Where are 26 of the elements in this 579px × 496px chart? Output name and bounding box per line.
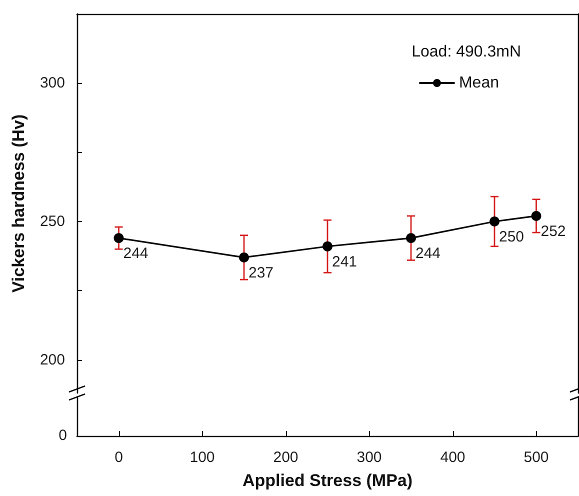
y-tick-label: 250 bbox=[40, 212, 65, 230]
point bbox=[239, 252, 249, 262]
legend-title: Load: 490.3mN bbox=[412, 44, 521, 60]
y-tick-label: 300 bbox=[40, 74, 65, 92]
x-tick-label: 100 bbox=[190, 449, 215, 466]
data-label: 244 bbox=[123, 245, 148, 262]
data-label: 250 bbox=[498, 228, 524, 246]
x-tick-label: 300 bbox=[356, 449, 382, 466]
point bbox=[490, 216, 500, 226]
point bbox=[322, 241, 332, 252]
data-label: 252 bbox=[540, 222, 566, 240]
x-tick-label: 0 bbox=[114, 449, 123, 466]
text: 0 bbox=[58, 427, 67, 444]
y-axis-title: Vickers hardness (Hv) bbox=[9, 114, 28, 293]
x-tick-label: 500 bbox=[524, 449, 549, 466]
legend-label: Mean bbox=[458, 74, 500, 92]
x-tick-label: 200 bbox=[273, 449, 298, 466]
data-label: 241 bbox=[332, 253, 358, 270]
x-tick-label: 400 bbox=[440, 449, 466, 466]
data-label: 244 bbox=[415, 245, 441, 262]
x-axis-title: Applied Stress (MPa) bbox=[242, 471, 413, 490]
y-tick-label: 200 bbox=[40, 351, 65, 368]
point bbox=[531, 210, 542, 221]
point bbox=[114, 233, 124, 244]
data-label: 237 bbox=[248, 264, 274, 282]
point bbox=[406, 233, 416, 244]
